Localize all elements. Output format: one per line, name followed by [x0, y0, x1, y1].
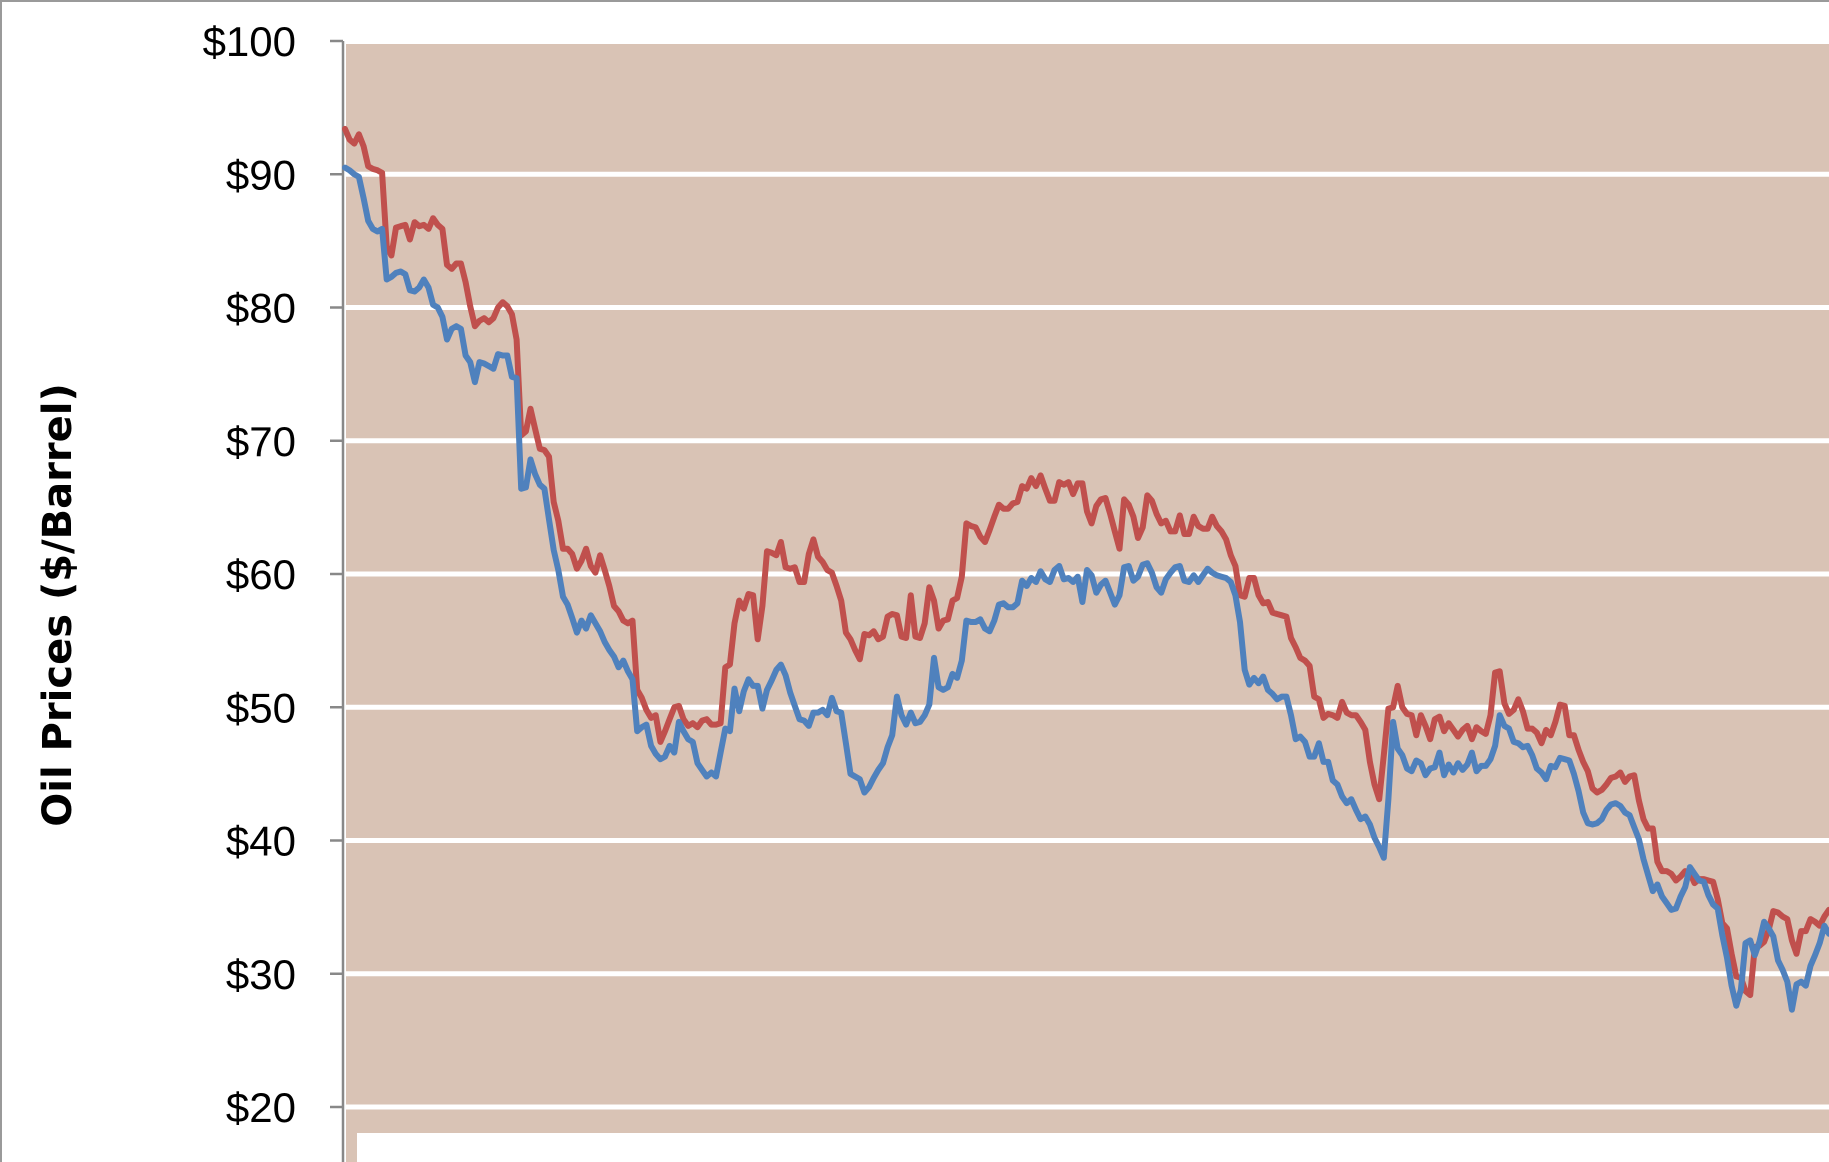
y-tick-label: $60 [226, 551, 296, 598]
y-tick-label: $90 [226, 151, 296, 198]
y-tick-label: $80 [226, 285, 296, 332]
series-group [342, 125, 1829, 1013]
y-tick-label: $20 [226, 1084, 296, 1131]
y-axis-label: Oil Prices ($/Barrel) [35, 383, 81, 826]
y-tick-label: $50 [226, 684, 296, 731]
bottom-panel [357, 1133, 1829, 1162]
y-tick-label: $100 [203, 18, 296, 65]
series-line-2 [342, 164, 1829, 1013]
y-tick-label: $70 [226, 418, 296, 465]
y-tick-label: $30 [226, 951, 296, 998]
y-tick-label: $40 [226, 818, 296, 865]
plot-area [346, 44, 1829, 1162]
y-axis: $100 $90 $80 $70 $60 $50 $40 $30 $20 [203, 18, 345, 1162]
series-line-1 [342, 125, 1829, 999]
